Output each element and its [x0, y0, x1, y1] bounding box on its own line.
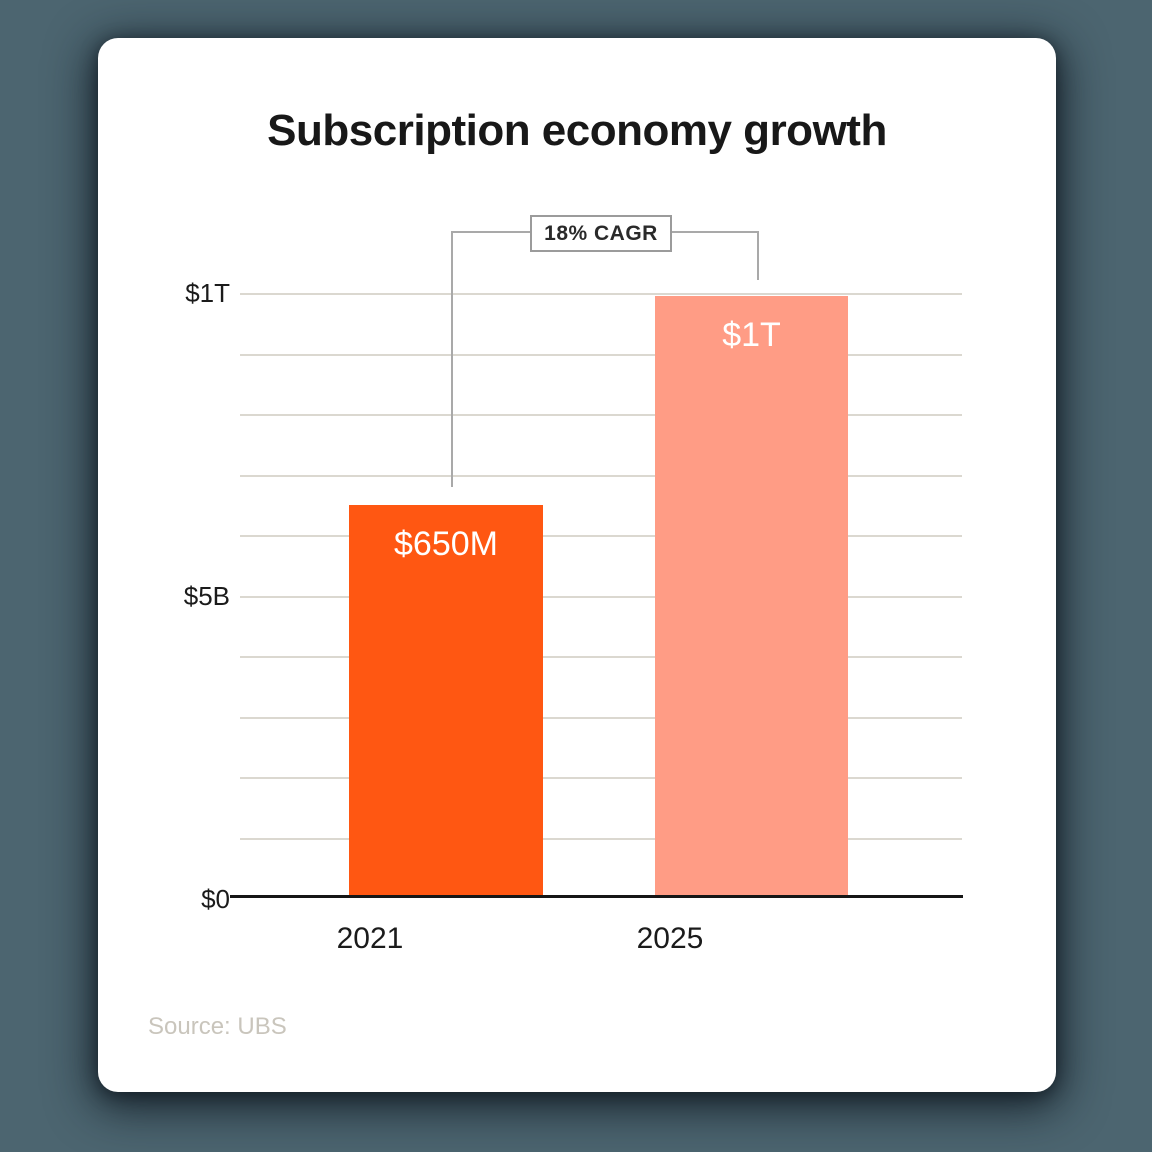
source-note: Source: UBS [148, 1013, 287, 1040]
chart-title: Subscription economy growth [267, 106, 887, 155]
gridline [240, 293, 962, 295]
bar-2025-value-label: $1T [722, 316, 781, 354]
gridline [240, 656, 962, 658]
cagr-annotation-box: 18% CAGR [530, 215, 672, 252]
x-label-2025: 2025 [636, 922, 704, 955]
gridline [240, 777, 962, 779]
cagr-connector-right [757, 231, 759, 280]
y-tick-label-0: $0 [201, 884, 230, 914]
y-tick-label-5b: $5B [183, 581, 230, 611]
cagr-annotation-label: 18% CAGR [544, 221, 658, 245]
gridline [240, 596, 962, 598]
plot-area: $650M $1T $1T $5B $0 2021 2025 [98, 38, 1056, 1092]
bar-2025: $1T [655, 296, 848, 897]
y-tick-label-1t: $1T [185, 278, 230, 308]
gridline [240, 354, 962, 356]
gridline [240, 475, 962, 477]
gridline [240, 717, 962, 719]
x-label-2021: 2021 [336, 922, 404, 955]
bar-2021: $650M [349, 505, 543, 897]
gridline [240, 535, 962, 537]
gridline [240, 414, 962, 416]
x-axis-line [230, 895, 963, 898]
bar-2021-value-label: $650M [394, 525, 498, 563]
chart-card: Subscription economy growth 18% CAGR $65… [98, 38, 1056, 1092]
cagr-connector-left [451, 231, 453, 487]
gridline [240, 838, 962, 840]
